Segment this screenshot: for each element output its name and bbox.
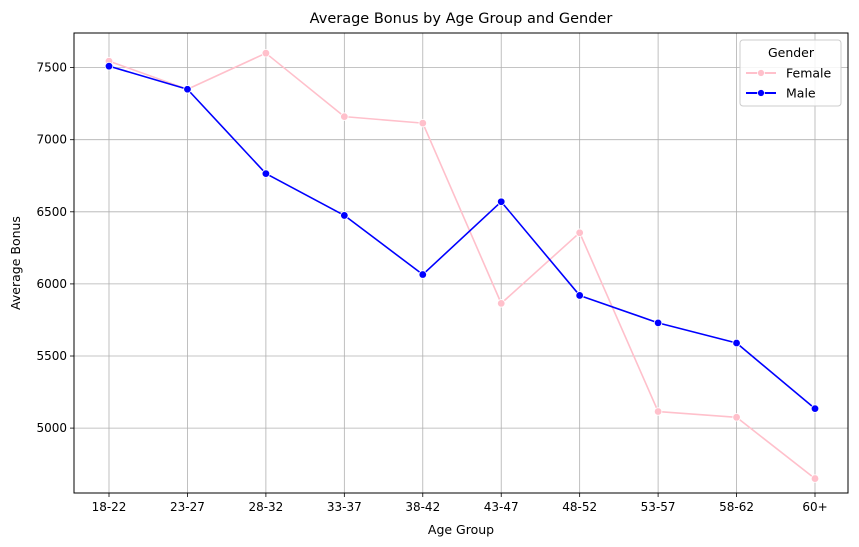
- x-tick-label: 48-52: [562, 500, 597, 514]
- y-tick-label: 6000: [36, 277, 67, 291]
- legend-marker-female: [757, 69, 765, 77]
- series-line-male: [108, 65, 816, 410]
- legend-box: [739, 39, 842, 107]
- data-point-female: [732, 413, 741, 422]
- series-layer: [104, 48, 820, 483]
- data-point-male: [418, 270, 427, 279]
- x-tick-label: 58-62: [719, 500, 754, 514]
- data-point-male: [183, 85, 192, 94]
- legend-label-female: Female: [786, 66, 832, 81]
- data-point-female: [261, 48, 271, 58]
- data-point-male: [497, 197, 506, 206]
- data-point-female: [497, 299, 506, 308]
- x-tick-label: 43-47: [484, 500, 519, 514]
- series-line-female: [108, 52, 816, 480]
- data-point-male: [732, 338, 741, 348]
- x-axis-title: Age Group: [428, 522, 494, 537]
- x-tick-label: 60+: [802, 500, 827, 514]
- data-point-male: [261, 169, 271, 178]
- x-axis: 18-22 23-27 28-32 33-37 38-42 43-47 48-52 53-57…: [92, 493, 828, 514]
- legend-marker-male: [757, 89, 765, 97]
- chart-title: Average Bonus by Age Group and Gender: [310, 11, 613, 27]
- y-tick-label: 5000: [36, 421, 67, 435]
- data-point-male: [810, 404, 820, 413]
- x-tick-label: 33-37: [327, 500, 362, 514]
- x-tick-label: 28-32: [248, 500, 283, 514]
- plot-frame: [73, 32, 849, 494]
- y-tick-label: 7500: [36, 61, 67, 75]
- data-point-female: [340, 112, 349, 121]
- data-point-female: [575, 228, 584, 237]
- y-tick-label: 7000: [36, 133, 67, 147]
- y-axis: 5000 5500 6000 6500 7000 7500: [36, 61, 74, 435]
- data-point-male: [653, 318, 663, 328]
- x-tick-label: 23-27: [170, 500, 205, 514]
- x-tick-label: 38-42: [405, 500, 440, 514]
- data-point-male: [104, 61, 114, 71]
- y-axis-title: Average Bonus: [8, 216, 23, 310]
- x-tick-label: 53-57: [641, 500, 676, 514]
- legend-label-male: Male: [786, 86, 816, 101]
- y-tick-label: 6500: [36, 205, 67, 219]
- data-point-female: [810, 474, 820, 483]
- legend: Gender Female Male: [739, 39, 842, 107]
- data-point-female: [418, 118, 427, 128]
- data-point-male: [340, 211, 349, 220]
- y-tick-label: 5500: [36, 349, 67, 363]
- data-point-male: [575, 291, 584, 300]
- data-point-female: [653, 407, 663, 416]
- x-tick-label: 18-22: [92, 500, 127, 514]
- legend-title: Gender: [768, 45, 815, 60]
